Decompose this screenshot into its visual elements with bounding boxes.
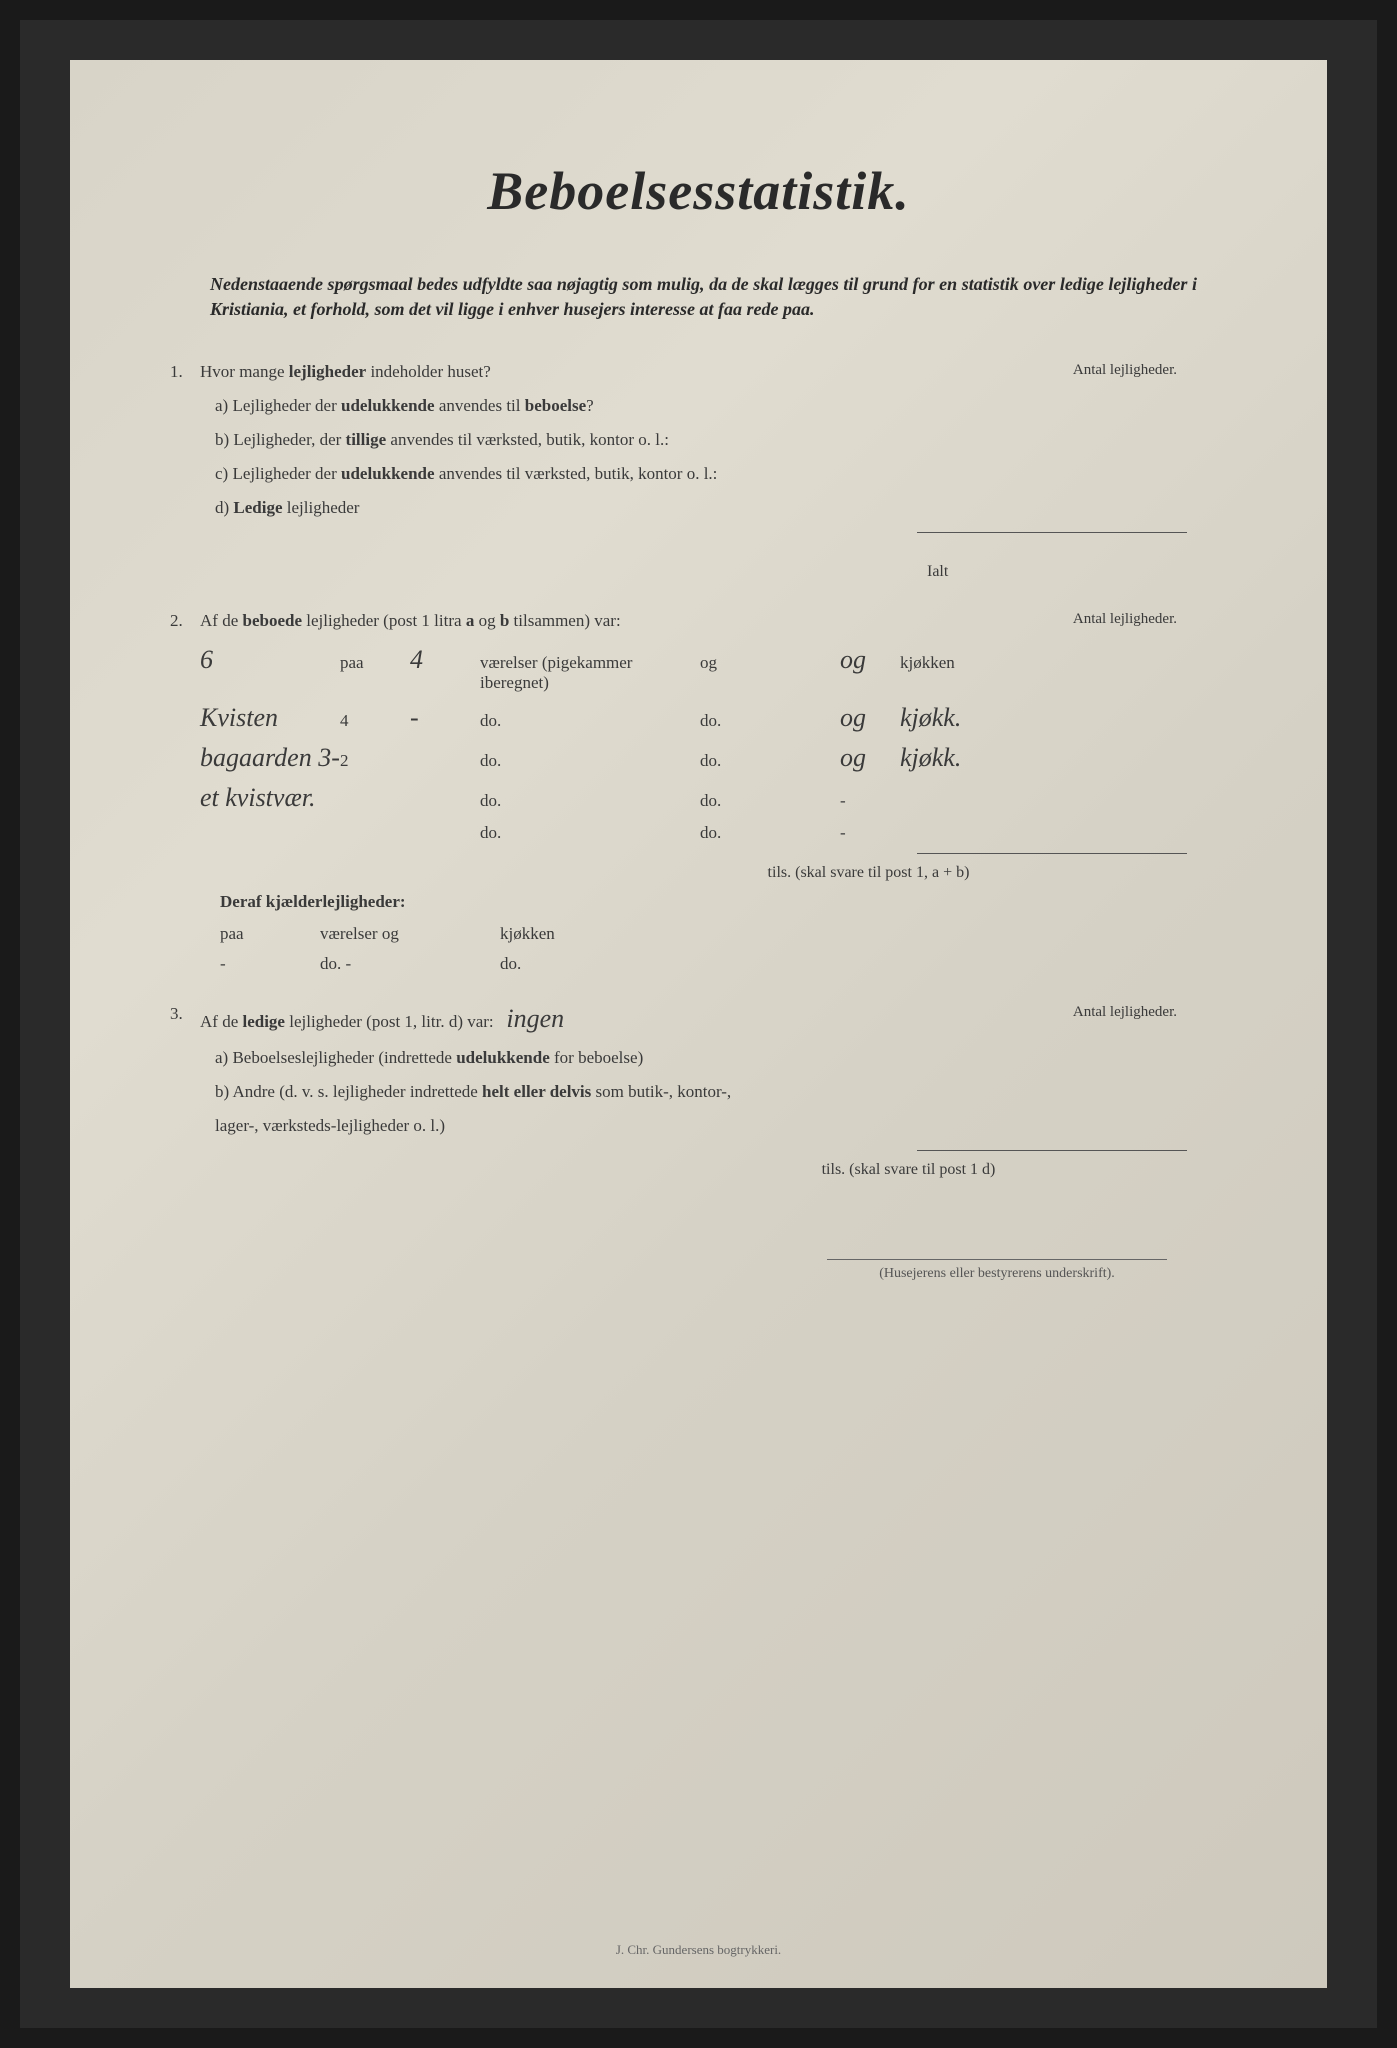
q1-ialt: Ialt — [160, 563, 1237, 581]
q2-rule — [917, 853, 1187, 854]
q2-tils: tils. (skal svare til post 1, a + b) — [160, 864, 1237, 882]
q2-number: 2. — [160, 611, 200, 631]
printer-credit: J. Chr. Gundersens bogtrykkeri. — [70, 1942, 1327, 1958]
page-title: Beboelsesstatistik. — [160, 160, 1237, 222]
question-3: Antal lejligheder. 3. Af de ledige lejli… — [160, 1004, 1237, 1179]
table-row: Kvisten 4 - do. do. og kjøkk. — [200, 703, 1237, 733]
deraf-title: Deraf kjælderlejligheder: — [220, 892, 1237, 912]
deraf-block: Deraf kjælderlejligheder: paa værelser o… — [160, 892, 1237, 974]
question-1: Antal lejligheder. 1. Hvor mange lejligh… — [160, 362, 1237, 581]
q3-a: a) Beboelseslejligheder (indrettede udel… — [160, 1048, 1237, 1068]
q3-b: b) Andre (d. v. s. lejligheder indretted… — [160, 1082, 1237, 1102]
q3-rule — [917, 1150, 1187, 1151]
q1-a: a) Lejligheder der udelukkende anvendes … — [160, 396, 1237, 416]
table-row: bagaarden 3- 2 do. do. og kjøkk. — [200, 743, 1237, 773]
q3-tils: tils. (skal svare til post 1 d) — [160, 1161, 1237, 1179]
deraf-row: paa værelser og kjøkken — [220, 924, 1237, 944]
column-label: Antal lejligheder. — [1073, 1004, 1177, 1021]
table-row: et kvistvær. do. do. - — [200, 783, 1237, 813]
q3-number: 3. — [160, 1004, 200, 1034]
column-label: Antal lejligheder. — [1073, 362, 1177, 379]
document-page: Beboelsesstatistik. Nedenstaaende spørgs… — [70, 60, 1327, 1988]
q1-c: c) Lejligheder der udelukkende anvendes … — [160, 464, 1237, 484]
signature-rule — [827, 1259, 1167, 1260]
q1-number: 1. — [160, 362, 200, 382]
signature-label: (Husejerens eller bestyrerens underskrif… — [827, 1266, 1167, 1282]
intro-paragraph: Nedenstaaende spørgsmaal bedes udfyldte … — [210, 272, 1197, 322]
q3-b2: lager-, værksteds-lejligheder o. l.) — [160, 1116, 1237, 1136]
table-row: 6 paa 4 værelser (pigekammer iberegnet) … — [200, 645, 1237, 693]
q1-rule — [917, 532, 1187, 533]
q2-table: 6 paa 4 værelser (pigekammer iberegnet) … — [160, 645, 1237, 843]
table-row: do. do. - — [200, 823, 1237, 843]
scan-frame: Beboelsesstatistik. Nedenstaaende spørgs… — [20, 20, 1377, 2028]
q1-d: d) Ledige lejligheder — [160, 498, 1237, 518]
deraf-row: - do. - do. — [220, 954, 1237, 974]
q1-b: b) Lejligheder, der tillige anvendes til… — [160, 430, 1237, 450]
column-label: Antal lejligheder. — [1073, 611, 1177, 628]
question-2: Antal lejligheder. 2. Af de beboede lejl… — [160, 611, 1237, 974]
